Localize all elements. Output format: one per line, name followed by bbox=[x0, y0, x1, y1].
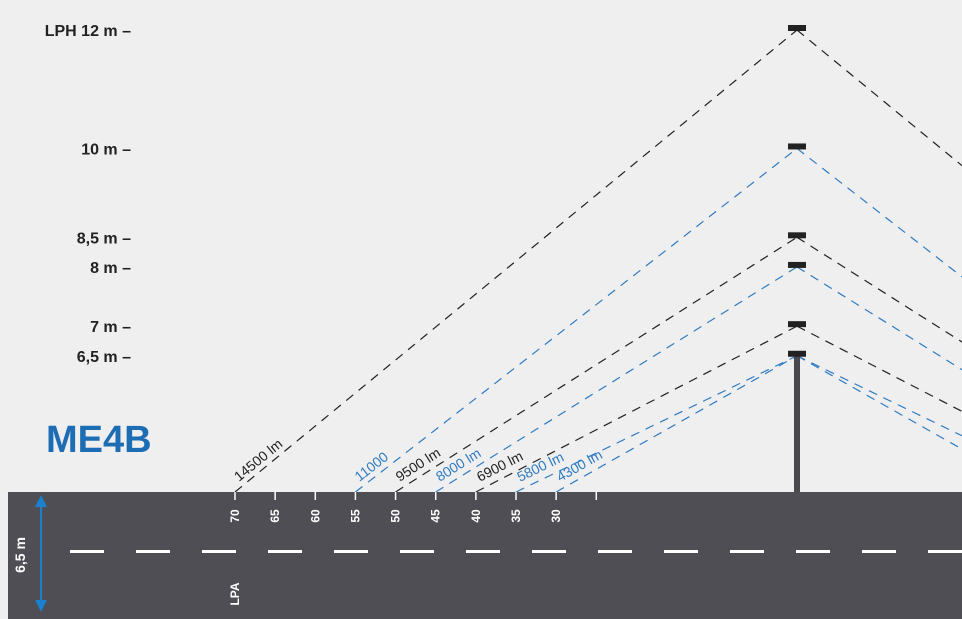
beam-left-3 bbox=[435, 266, 798, 493]
luminaire-4 bbox=[788, 321, 806, 328]
height-label-4: 7 m – bbox=[90, 319, 131, 336]
height-label-1: 10 m – bbox=[81, 141, 131, 158]
center-dash bbox=[928, 550, 962, 553]
center-dash bbox=[598, 550, 632, 553]
center-dash bbox=[862, 550, 896, 553]
tick-label-40: 40 bbox=[469, 509, 483, 523]
arrow-up-icon bbox=[35, 495, 47, 507]
beam-right-5 bbox=[796, 355, 962, 437]
tick-label-60: 60 bbox=[308, 509, 322, 523]
page-title: ME4B bbox=[46, 419, 152, 461]
center-dash bbox=[202, 550, 236, 553]
center-dash bbox=[400, 550, 434, 553]
center-dash bbox=[136, 550, 170, 553]
center-dash bbox=[466, 550, 500, 553]
road-width-indicator: 6,5 m bbox=[12, 495, 47, 612]
tick-label-50: 50 bbox=[389, 509, 403, 523]
beam-right-3 bbox=[796, 266, 962, 371]
arrow-down-icon bbox=[35, 600, 47, 612]
center-dash bbox=[664, 550, 698, 553]
luminaire-5 bbox=[788, 350, 806, 357]
tick-label-55: 55 bbox=[348, 509, 362, 523]
light-beams bbox=[234, 29, 962, 493]
road-center-line bbox=[70, 550, 962, 553]
height-label-0: LPH 12 m – bbox=[45, 23, 131, 40]
height-label-5: 6,5 m – bbox=[77, 349, 131, 366]
tick-label-65: 65 bbox=[268, 509, 282, 523]
spacing-ticks: 70 65 60 55 50 45 40 35 30 bbox=[228, 492, 598, 523]
luminaire-0 bbox=[788, 25, 806, 31]
center-dash bbox=[532, 550, 566, 553]
luminaire-3 bbox=[788, 261, 806, 268]
center-dash bbox=[796, 550, 830, 553]
road-width-label: 6,5 m bbox=[12, 537, 28, 573]
center-dash bbox=[334, 550, 368, 553]
luminaire-2 bbox=[788, 232, 806, 239]
beam-left-5 bbox=[515, 355, 798, 493]
beam-left-4 bbox=[475, 325, 798, 493]
beam-left-1 bbox=[355, 147, 798, 493]
height-label-2: 8,5 m – bbox=[77, 230, 131, 247]
tick-label-30: 30 bbox=[549, 509, 563, 523]
lamp-pole bbox=[794, 355, 800, 492]
tick-label-35: 35 bbox=[509, 509, 523, 523]
pole bbox=[794, 355, 800, 492]
luminaire-1 bbox=[788, 143, 806, 150]
lpa-label: LPA bbox=[228, 582, 242, 605]
beam-right-4 bbox=[796, 325, 962, 413]
tick-label-70: 70 bbox=[228, 509, 242, 523]
tick-label-45: 45 bbox=[429, 509, 443, 523]
height-labels: LPH 12 m – 10 m – 8,5 m – 8 m – 7 m – 6,5 m – bbox=[45, 23, 131, 366]
road-surface bbox=[8, 492, 962, 619]
beam-left-6 bbox=[555, 355, 798, 493]
center-dash bbox=[70, 550, 104, 553]
center-dash bbox=[730, 550, 764, 553]
height-label-3: 8 m – bbox=[90, 260, 131, 277]
center-dash bbox=[268, 550, 302, 553]
luminaires bbox=[788, 25, 806, 357]
